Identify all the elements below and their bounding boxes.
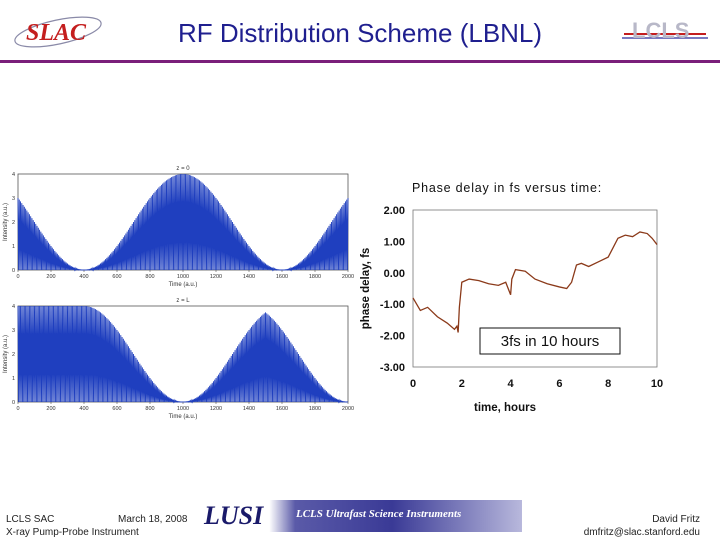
x-tick-label: 0 bbox=[16, 406, 19, 412]
slac-logo: SLAC bbox=[14, 16, 102, 48]
intensity-plot-z0: z = 00 200 400 600 800 1000 1200 1400 1600 1800 20… bbox=[3, 166, 354, 288]
slide-header: SLAC RF Distribution Scheme (LBNL) LCLS bbox=[0, 0, 720, 63]
y-tick-label: 2 bbox=[12, 220, 15, 226]
y-tick-label: 3 bbox=[12, 328, 15, 334]
footer-author: David Fritz bbox=[652, 514, 700, 525]
x-tick-label: 1200 bbox=[210, 274, 222, 280]
annotation-text: 3fs in 10 hours bbox=[501, 333, 599, 350]
x-tick-label: 800 bbox=[145, 406, 154, 412]
lusi-banner: LUSI LCLS Ultrafast Science Instruments bbox=[198, 500, 522, 532]
annotation-box bbox=[479, 327, 621, 355]
x-tick-label: 1200 bbox=[210, 406, 222, 412]
x-tick-label: 1000 bbox=[177, 406, 189, 412]
x-axis-label: Time (a.u.) bbox=[169, 414, 198, 420]
x-tick-label: 2000 bbox=[342, 274, 354, 280]
y-tick-label: 4 bbox=[12, 172, 15, 178]
x-tick-label: 1600 bbox=[276, 406, 288, 412]
x-tick-label: 0 bbox=[410, 378, 416, 390]
lcls-logo-text: LCLS bbox=[632, 18, 689, 43]
y-tick-label: 2.00 bbox=[384, 205, 405, 217]
chart-title: Phase delay in fs versus time: bbox=[412, 181, 602, 195]
x-tick-label: 10 bbox=[651, 378, 663, 390]
y-tick-label: 0.00 bbox=[384, 268, 405, 280]
y-tick-label: 0 bbox=[12, 268, 15, 274]
footer-date: March 18, 2008 bbox=[118, 514, 188, 525]
banner-title: LUSI bbox=[204, 501, 264, 530]
x-tick-label: 600 bbox=[112, 274, 121, 280]
x-tick-label: 1400 bbox=[243, 406, 255, 412]
x-tick-label: 6 bbox=[556, 378, 562, 390]
footer-org: LCLS SAC bbox=[6, 514, 55, 525]
footer-email: dmfritz@slac.stanford.edu bbox=[583, 527, 700, 538]
banner-subtitle: LCLS Ultrafast Science Instruments bbox=[296, 508, 462, 520]
lcls-logo: LCLS bbox=[622, 18, 708, 43]
page-title: RF Distribution Scheme (LBNL) bbox=[177, 18, 543, 48]
y-tick-label: 2 bbox=[12, 352, 15, 358]
y-tick-label: -2.00 bbox=[380, 331, 405, 343]
x-axis-label: Time (a.u.) bbox=[169, 282, 198, 288]
y-axis-label: phase delay, fs bbox=[360, 248, 372, 330]
x-tick-label: 800 bbox=[145, 274, 154, 280]
x-tick-label: 1400 bbox=[243, 274, 255, 280]
x-tick-label: 1800 bbox=[309, 274, 321, 280]
x-tick-label: 400 bbox=[79, 406, 88, 412]
x-tick-label: 4 bbox=[508, 378, 515, 390]
x-tick-label: 0 bbox=[16, 274, 19, 280]
x-tick-label: 1000 bbox=[177, 274, 189, 280]
slide-footer: LCLS SAC March 18, 2008 X-ray Pump-Probe… bbox=[0, 496, 720, 540]
y-tick-label: -3.00 bbox=[380, 362, 405, 374]
panel-top-label: z = 0 bbox=[176, 166, 190, 172]
intensity-plot-zL: z = L0 200 400 600 800 1000 1200 1400 1600 1800 20… bbox=[3, 298, 354, 420]
intensity-trace bbox=[17, 173, 349, 272]
slac-logo-text: SLAC bbox=[26, 20, 87, 46]
x-tick-label: 400 bbox=[79, 274, 88, 280]
y-tick-label: -1.00 bbox=[380, 299, 405, 311]
panel-top-label: z = L bbox=[176, 298, 190, 304]
x-tick-label: 2 bbox=[459, 378, 465, 390]
x-axis-label: time, hours bbox=[474, 402, 536, 414]
y-tick-label: 3 bbox=[12, 196, 15, 202]
x-tick-label: 1600 bbox=[276, 274, 288, 280]
y-tick-label: 4 bbox=[12, 304, 15, 310]
x-tick-label: 600 bbox=[112, 406, 121, 412]
footer-subtitle: X-ray Pump-Probe Instrument bbox=[6, 527, 139, 538]
y-tick-label: 1 bbox=[12, 244, 15, 250]
y-axis-label: Intensity (a.u.) bbox=[3, 335, 9, 373]
x-tick-label: 1800 bbox=[309, 406, 321, 412]
header-rule bbox=[0, 60, 720, 63]
y-tick-label: 0 bbox=[12, 400, 15, 406]
y-axis-label: Intensity (a.u.) bbox=[3, 203, 9, 241]
x-tick-label: 2000 bbox=[342, 406, 354, 412]
x-tick-label: 200 bbox=[46, 274, 55, 280]
y-tick-label: 1.00 bbox=[384, 236, 405, 248]
phase-delay-series bbox=[412, 231, 658, 333]
x-tick-label: 200 bbox=[46, 406, 55, 412]
y-tick-label: 1 bbox=[12, 376, 15, 382]
phase-delay-chart: Phase delay in fs versus time: 2.00 1.00 0.… bbox=[360, 181, 663, 414]
x-tick-label: 8 bbox=[605, 378, 611, 390]
